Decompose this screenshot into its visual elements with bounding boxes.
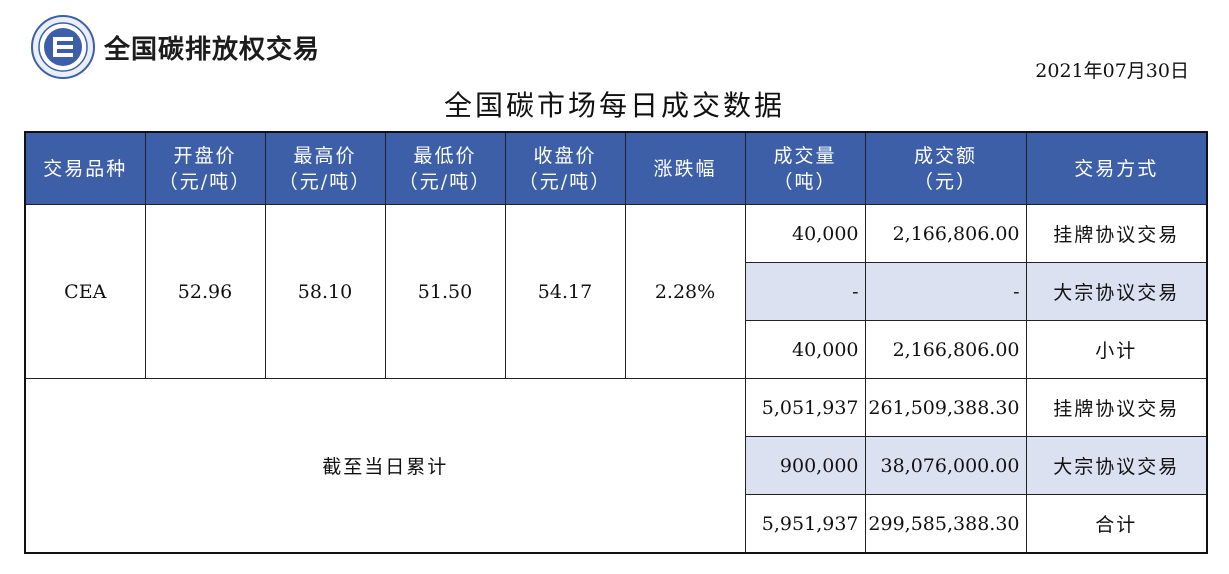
col-header-high: 最高价 （元/吨） <box>264 131 386 205</box>
cell-cumulative-label: 截至当日累计 <box>24 378 746 554</box>
cell-amount: 261,509,388.30 <box>864 378 1027 437</box>
col-header-low: 最低价 （元/吨） <box>384 131 506 205</box>
cell-amount: - <box>864 262 1027 321</box>
cell-volume: 5,951,937 <box>744 494 866 554</box>
cell-amount: 2,166,806.00 <box>864 204 1027 263</box>
col-header-volume: 成交量 （吨） <box>744 131 866 205</box>
cell-high: 58.10 <box>264 204 386 379</box>
cell-amount: 38,076,000.00 <box>864 436 1027 495</box>
cell-low: 51.50 <box>384 204 506 379</box>
cell-volume: 5,051,937 <box>744 378 866 437</box>
table-row: CEA 52.96 58.10 51.50 54.17 2.28% 40,000… <box>24 204 1208 379</box>
page-title: 全国碳市场每日成交数据 <box>443 89 785 122</box>
logo: 全国碳排放权交易 <box>30 12 320 82</box>
trading-data-table: 交易品种 开盘价 （元/吨） 最高价 （元/吨） 最低价 （元/吨） 收盘价 （元/吨）… <box>24 131 1208 554</box>
cell-volume: - <box>744 262 866 321</box>
table-row: 5,951,937 299,585,388.30 合计 <box>25 494 1208 554</box>
table-header-row: 交易品种 开盘价 （元/吨） 最高价 （元/吨） 最低价 （元/吨） 收盘价 （元/吨）… <box>24 131 1208 205</box>
table-row: 900,000 38,076,000.00 大宗协议交易 <box>25 436 1208 495</box>
col-header-close: 收盘价 （元/吨） <box>504 131 626 205</box>
col-header-amount: 成交额 （元） <box>864 131 1027 205</box>
logo-text: 全国碳排放权交易 <box>104 34 321 65</box>
cell-method: 大宗协议交易 <box>1025 436 1208 495</box>
cell-volume: 40,000 <box>744 320 866 379</box>
cell-product: CEA <box>24 204 146 379</box>
cell-method: 挂牌协议交易 <box>1025 204 1208 263</box>
cell-volume: 40,000 <box>744 204 866 263</box>
cell-volume: 900,000 <box>744 436 866 495</box>
cell-method: 合计 <box>1025 494 1208 554</box>
cell-method: 挂牌协议交易 <box>1025 378 1208 437</box>
col-header-open: 开盘价 （元/吨） <box>144 131 266 205</box>
cell-close: 54.17 <box>504 204 626 379</box>
cell-amount: 2,166,806.00 <box>864 320 1027 379</box>
exchange-logo-icon <box>31 15 95 79</box>
cell-method: 小计 <box>1025 320 1208 379</box>
cell-amount: 299,585,388.30 <box>864 494 1027 554</box>
table-row: 截至当日累计 5,051,937 261,509,388.30 挂牌协议交易 <box>24 378 1208 554</box>
table-row: 40,000 2,166,806.00 小计 <box>25 320 1208 379</box>
col-header-product: 交易品种 <box>24 131 146 205</box>
cell-open: 52.96 <box>144 204 266 379</box>
col-header-change: 涨跌幅 <box>624 131 746 205</box>
report-date: 2021年07月30日 <box>1035 60 1189 82</box>
cell-method: 大宗协议交易 <box>1025 262 1208 321</box>
col-header-method: 交易方式 <box>1025 131 1208 205</box>
cell-change: 2.28% <box>624 204 746 379</box>
